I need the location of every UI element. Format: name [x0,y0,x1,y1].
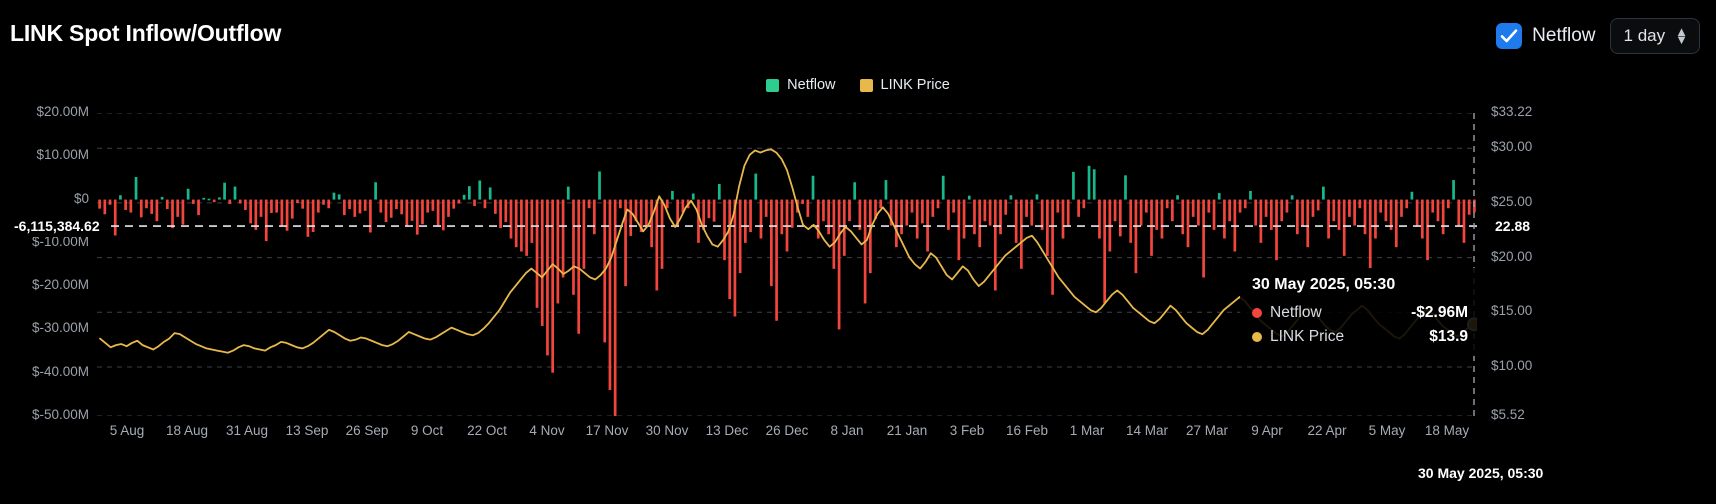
interval-select-value: 1 day [1623,26,1666,45]
x-axis-tick: 17 Nov [585,423,629,438]
x-axis-tick: 8 Jan [830,423,864,438]
y-axis-left-tick: $-30.00M [31,320,89,336]
x-axis-tick: 30 Nov [645,423,689,438]
tooltip-name-link-price: LINK Price [1270,328,1345,345]
chart-plot-area[interactable] [97,113,1477,416]
netflow-checkbox-label: Netflow [1532,25,1596,46]
y-axis-right-tick: $5.52 [1491,407,1525,422]
x-axis-tick: 5 May [1368,423,1406,438]
x-axis-tick: 16 Feb [1005,423,1049,438]
legend-item-netflow[interactable]: Netflow [766,77,836,93]
x-axis-tick: 3 Feb [949,423,985,438]
chevron-updown-icon: ▲ ▼ [1675,23,1688,47]
interval-select[interactable]: 1 day ▲ ▼ [1609,18,1700,54]
tooltip-dot-link-price [1252,332,1262,342]
x-axis-tick: 26 Dec [765,423,809,438]
y-axis-right-tick: $33.22 [1491,104,1533,119]
netflow-checkbox-wrap[interactable]: Netflow [1496,23,1596,49]
x-axis-tick: 18 May [1424,423,1470,438]
x-axis-tick: 14 Mar [1125,423,1169,438]
right-axis-value-pill: 22.88 [1489,215,1537,238]
chart-legend: Netflow LINK Price [0,77,1716,93]
y-axis-left-tick: $-20.00M [31,277,89,293]
y-axis-left-tick: $0 [73,190,89,206]
x-axis-tick: 4 Nov [529,423,565,438]
tooltip-name-netflow: Netflow [1270,304,1322,321]
x-axis-tick: 27 Mar [1185,423,1229,438]
tooltip-value-link-price: $13.9 [1429,328,1468,345]
top-controls: Netflow 1 day ▲ ▼ [1496,18,1700,54]
y-axis-left-tick: $10.00M [36,147,89,163]
x-axis-tick: 31 Aug [225,423,269,438]
x-axis-tick: 22 Oct [467,423,507,438]
legend-label-link-price: LINK Price [880,77,950,93]
tooltip-value-netflow: -$2.96M [1411,304,1468,321]
tooltip-row-netflow: Netflow -$2.96M [1252,304,1468,322]
tooltip-dot-netflow [1252,308,1262,318]
x-axis-tick: 21 Jan [886,423,928,438]
x-axis-value-pill: 30 May 2025, 05:30 [1411,462,1551,484]
chart-svg [97,113,1477,416]
legend-swatch-link-price [859,78,873,92]
left-axis-value-pill: -6,115,384.62 [8,215,106,238]
x-axis-tick: 1 Mar [1069,423,1105,438]
chart-tooltip: 30 May 2025, 05:30 Netflow -$2.96M LINK … [1240,268,1480,356]
y-axis-left-tick: $-50.00M [31,407,89,422]
y-axis-right-tick: $20.00 [1491,248,1533,264]
x-axis-tick: 13 Sep [285,423,329,438]
y-axis-right-tick: $25.00 [1491,193,1533,209]
x-axis-tick: 9 Oct [410,423,444,438]
y-axis-right-tick: $30.00 [1491,139,1533,155]
x-axis-tick: 5 Aug [109,423,145,438]
legend-swatch-netflow [766,78,780,92]
legend-label-netflow: Netflow [787,77,836,93]
y-axis-left-tick: $-10.00M [31,233,89,249]
netflow-checkbox[interactable] [1496,23,1523,49]
tooltip-row-link-price: LINK Price $13.9 [1252,328,1468,346]
y-axis-left-tick: $-40.00M [31,363,89,379]
x-axis-tick: 22 Apr [1307,423,1347,438]
legend-item-link-price[interactable]: LINK Price [859,77,950,93]
y-axis-left-tick: $20.00M [36,104,89,119]
page-title: LINK Spot Inflow/Outflow [10,20,282,46]
y-axis-right-tick: $10.00 [1491,357,1533,373]
x-axis-tick: 18 Aug [165,423,209,438]
x-axis-tick: 26 Sep [345,423,389,438]
tooltip-title: 30 May 2025, 05:30 [1252,276,1396,293]
x-axis-tick: 9 Apr [1251,423,1283,438]
y-axis-right-tick: $15.00 [1491,303,1533,319]
x-axis-tick: 13 Dec [705,423,749,438]
